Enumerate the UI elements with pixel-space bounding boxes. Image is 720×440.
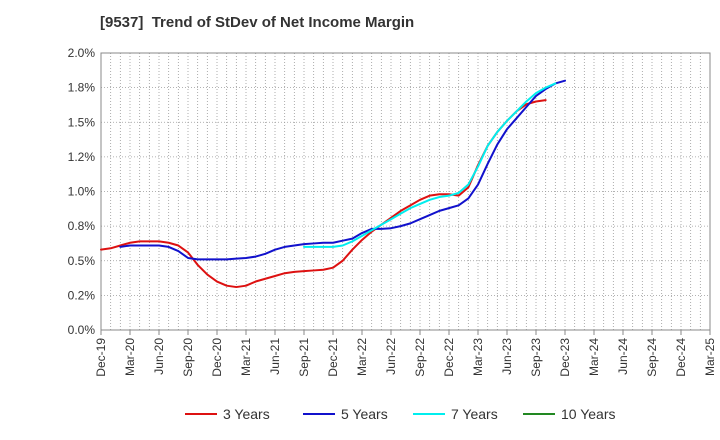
legend: 3 Years 5 Years 7 Years 10 Years (185, 406, 616, 422)
y-tick-label: 1.8% (68, 81, 96, 95)
x-tick-label: Mar-25 (703, 338, 717, 376)
plot-frame (100, 52, 711, 331)
x-tick-label: Dec-19 (94, 338, 108, 377)
x-tick-label: Sep-21 (297, 338, 311, 377)
x-tick-label: Jun-23 (500, 338, 514, 375)
grid (101, 53, 710, 330)
y-tick-label: 0.2% (68, 288, 96, 302)
x-tick-label: Dec-23 (558, 338, 572, 377)
x-tick-label: Mar-21 (239, 338, 253, 376)
legend-label-10-years: 10 Years (561, 406, 616, 422)
x-tick-label: Jun-21 (268, 338, 282, 375)
legend-label-3-years: 3 Years (223, 406, 270, 422)
legend-label-7-years: 7 Years (451, 406, 498, 422)
x-tick-label: Mar-20 (123, 338, 137, 376)
y-tick-label: 2.0% (68, 46, 96, 60)
x-tick-label: Dec-24 (674, 338, 688, 377)
y-tick-label: 0.5% (68, 254, 96, 268)
y-tick-label: 1.5% (68, 115, 96, 129)
plot-area-background (101, 53, 710, 330)
x-tick-label: Jun-22 (384, 338, 398, 375)
y-tick-label: 1.2% (68, 150, 96, 164)
x-tick-label: Mar-22 (355, 338, 369, 376)
series-lines (100, 79, 566, 289)
x-tick-label: Jun-24 (616, 338, 630, 375)
series-line-7-years (303, 82, 557, 248)
x-tick-label: Sep-24 (645, 338, 659, 377)
chart-title: [9537] Trend of StDev of Net Income Marg… (100, 14, 415, 31)
x-tick-label: Sep-22 (413, 338, 427, 377)
x-tick-label: Mar-23 (471, 338, 485, 376)
series-line-5-years (119, 79, 566, 261)
x-tick-label: Jun-20 (152, 338, 166, 375)
y-tick-label: 0.0% (68, 323, 96, 337)
x-tick-labels: Dec-19 Mar-20 Jun-20 Sep-20 Dec-20 Mar-21 Jun-… (94, 338, 717, 377)
x-tick-label: Mar-24 (587, 338, 601, 376)
axes (100, 52, 711, 335)
legend-label-5-years: 5 Years (341, 406, 388, 422)
x-tick-label: Dec-20 (210, 338, 224, 377)
y-tick-label: 1.0% (68, 185, 96, 199)
x-tick-label: Sep-23 (529, 338, 543, 377)
y-tick-label: 0.8% (68, 219, 96, 233)
y-tick-labels: 0.0% 0.2% 0.5% 0.8% 1.0% 1.2% 1.5% 1.8% 2.0% (68, 46, 96, 337)
x-tick-label: Dec-22 (442, 338, 456, 377)
x-tick-label: Sep-20 (181, 338, 195, 377)
x-tick-label: Dec-21 (326, 338, 340, 377)
